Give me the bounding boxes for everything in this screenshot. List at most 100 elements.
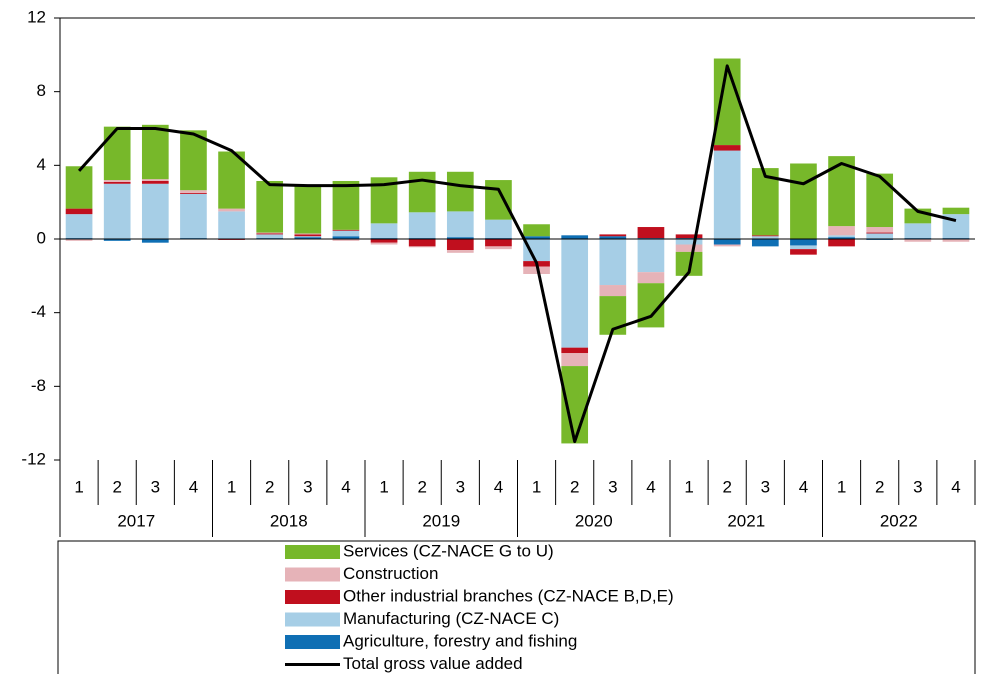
bar-segment [294, 184, 322, 234]
bar-segment [866, 233, 894, 239]
bar-segment [599, 236, 627, 239]
bar-segment [904, 239, 932, 242]
x-tick-label: 1 [227, 477, 236, 496]
bar-segment [485, 246, 512, 250]
x-tick-label: 2 [875, 477, 884, 496]
legend-label: Construction [343, 564, 438, 583]
x-tick-label: 4 [951, 477, 960, 496]
bar-segment [446, 171, 474, 212]
x-tick-label: 4 [189, 477, 198, 496]
bar-segment [523, 239, 550, 262]
bar-segment [599, 239, 627, 286]
legend-swatch [285, 545, 340, 559]
bar-segment [790, 239, 817, 246]
bar-segment [599, 234, 627, 237]
x-tick-label: 1 [74, 477, 83, 496]
bar-segment [599, 285, 627, 297]
bar-segment [256, 180, 284, 233]
x-tick-label: 2 [570, 477, 579, 496]
legend-label: Agriculture, forestry and fishing [343, 631, 577, 650]
bar-segment [218, 151, 245, 209]
legend-label: Other industrial branches (CZ-NACE B,D,E… [343, 586, 674, 605]
bar-segment [294, 234, 322, 237]
bar-segment [675, 234, 703, 239]
legend-swatch [285, 612, 340, 627]
bar-segment [141, 239, 169, 243]
bar-segment [103, 126, 131, 181]
bar-segment [713, 239, 741, 245]
bar-segment [103, 239, 131, 241]
bar-segment [141, 180, 169, 184]
x-tick-label: 3 [456, 477, 465, 496]
bar-segment [942, 207, 970, 215]
x-tick-label: 4 [646, 477, 655, 496]
bar-segment [828, 239, 855, 247]
bar-segment [218, 208, 245, 212]
y-tick-label: -12 [21, 449, 46, 468]
bar-segment [294, 233, 322, 235]
legend-label: Total gross value added [343, 654, 523, 673]
y-tick-label: -8 [31, 376, 46, 395]
bar-segment [65, 239, 93, 241]
bar-segment [370, 239, 398, 243]
bar-segment [65, 166, 93, 209]
bar-segment [751, 239, 779, 247]
bar-segment [828, 226, 855, 236]
legend-swatch [285, 567, 340, 582]
bar-segment [523, 266, 550, 274]
bar-segment [446, 237, 474, 239]
x-tick-label: 3 [913, 477, 922, 496]
bar-segment [332, 230, 360, 237]
x-tick-label: 1 [837, 477, 846, 496]
year-label: 2019 [422, 511, 460, 530]
bar-segment [332, 229, 360, 231]
year-label: 2018 [270, 511, 308, 530]
bar-segment [103, 181, 131, 184]
legend-label: Manufacturing (CZ-NACE C) [343, 609, 559, 628]
bar-segment [713, 150, 741, 239]
bar-segment [904, 223, 932, 239]
bar-segment [485, 219, 512, 239]
bar-segment [675, 251, 703, 276]
x-tick-label: 3 [608, 477, 617, 496]
legend-box [57, 540, 976, 674]
bar-segment [561, 235, 589, 239]
legend-swatch [285, 635, 340, 649]
bar-segment [637, 272, 665, 284]
x-tick-label: 3 [303, 477, 312, 496]
bar-segment [141, 124, 169, 180]
bar-segment [256, 234, 284, 239]
bar-segment [942, 239, 970, 242]
bar-segment [790, 249, 817, 255]
bar-segment [65, 208, 93, 215]
bar-segment [332, 236, 360, 239]
bar-segment [866, 173, 894, 228]
bar-segment [675, 244, 703, 252]
bar-segment [637, 227, 665, 239]
x-tick-label: 2 [417, 477, 426, 496]
bar-segment [675, 239, 703, 245]
y-tick-label: 0 [37, 228, 46, 247]
bar-segment [103, 180, 131, 182]
bar-segment [408, 239, 436, 247]
legend-swatch [285, 590, 340, 604]
bar-segment [408, 246, 436, 248]
bar-segment [713, 145, 741, 151]
bar-segment [408, 171, 436, 213]
bar-segment [751, 236, 779, 239]
bar-segment [141, 183, 169, 239]
y-tick-label: 8 [37, 81, 46, 100]
y-tick-label: 4 [37, 155, 46, 174]
bar-segment [523, 236, 550, 239]
x-tick-label: 2 [265, 477, 274, 496]
year-label: 2020 [575, 511, 613, 530]
bar-segment [637, 239, 665, 273]
y-tick-label: 12 [27, 7, 46, 26]
x-tick-label: 1 [532, 477, 541, 496]
bar-segment [294, 236, 322, 238]
x-tick-label: 4 [341, 477, 350, 496]
bar-segment [790, 163, 817, 239]
bar-segment [180, 192, 207, 194]
year-label: 2022 [880, 511, 918, 530]
